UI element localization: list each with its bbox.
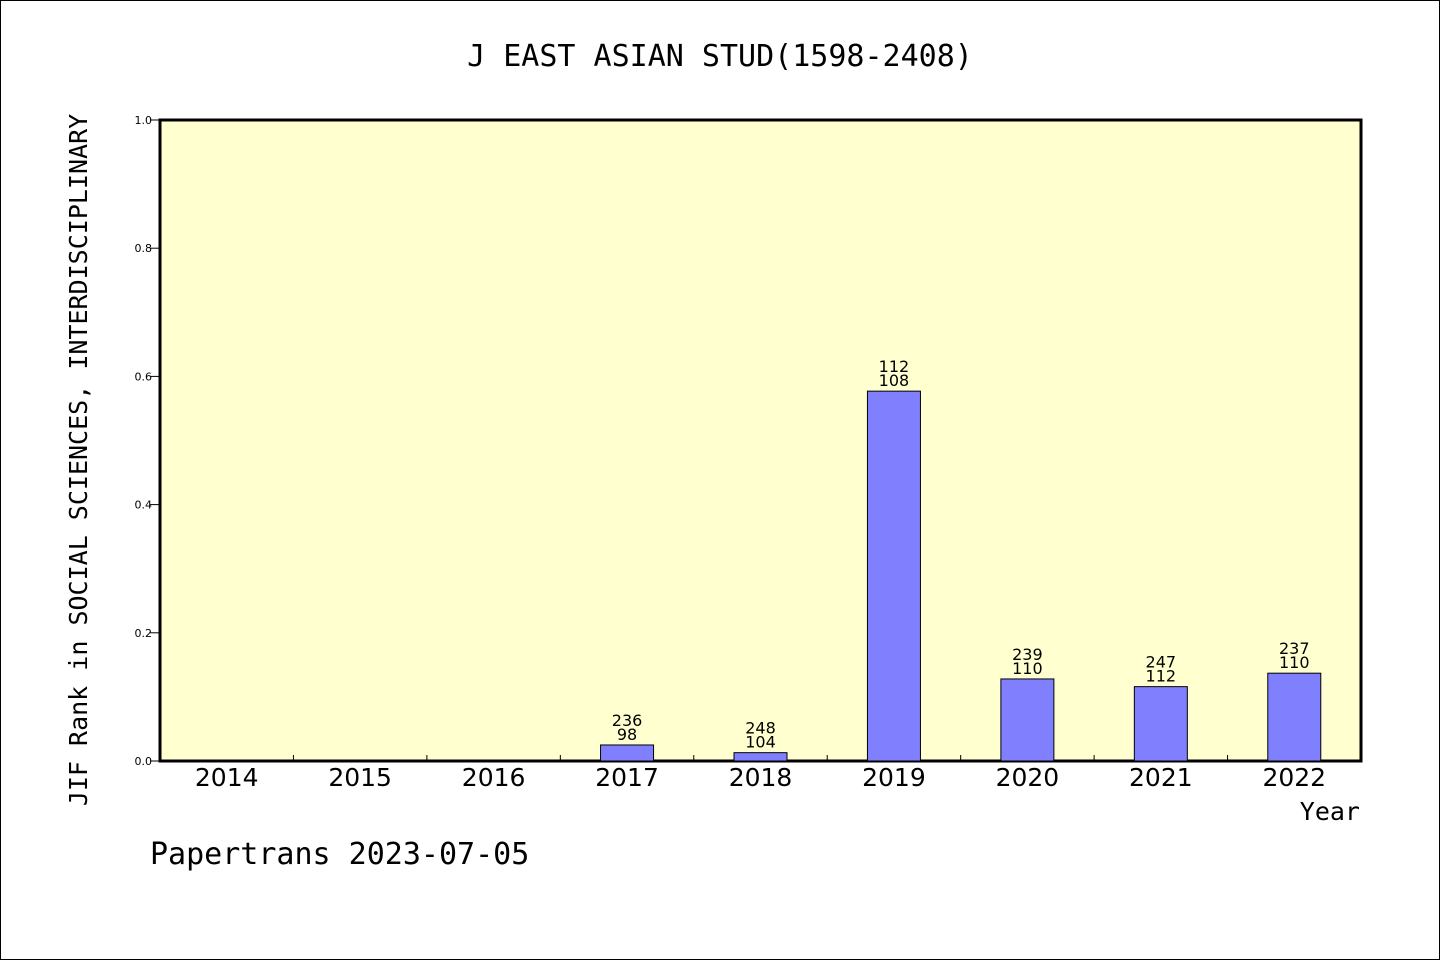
- x-tick-label: 2020: [996, 763, 1060, 792]
- y-tick-label: 0.2: [135, 627, 153, 640]
- x-tick-label: 2018: [729, 763, 793, 792]
- bar: [1133, 686, 1188, 762]
- x-axis: 2014 2015 2016 2017 2018 2019 2020 2021 2022: [195, 755, 1326, 792]
- x-tick-label: 2021: [1129, 763, 1193, 792]
- y-tick-label: 0.6: [135, 370, 153, 383]
- bar-label-rank: 112: [1146, 667, 1177, 686]
- y-tick-label: 0.8: [135, 242, 153, 255]
- bar-label-rank: 110: [1279, 653, 1310, 672]
- bar: [1000, 678, 1055, 762]
- bar-label-rank: 98: [617, 725, 637, 744]
- bar-label-rank: 110: [1012, 659, 1043, 678]
- bar: [733, 752, 788, 762]
- bar: [866, 390, 921, 762]
- y-tick-label: 0.0: [135, 755, 153, 768]
- y-tick-label: 0.4: [135, 499, 153, 512]
- bar: [600, 744, 655, 762]
- x-tick-label: 2017: [595, 763, 659, 792]
- bar-label-total: 239: [1012, 645, 1043, 664]
- bar-label-total: 247: [1146, 653, 1177, 672]
- chart-title: J EAST ASIAN STUD(1598-2408): [467, 39, 973, 74]
- bar-label-total: 236: [612, 711, 643, 730]
- x-tick-label: 2019: [862, 763, 926, 792]
- y-axis: 0.0 0.2 0.4 0.6 0.8 1.0: [135, 114, 160, 768]
- x-tick-label: 2015: [328, 763, 392, 792]
- footer-text: Papertrans 2023-07-05: [150, 837, 529, 872]
- x-tick-label: 2014: [195, 763, 259, 792]
- y-axis-label: JIF Rank in SOCIAL SCIENCES, INTERDISCIP…: [64, 114, 93, 806]
- bar-label-total: 248: [745, 719, 776, 738]
- x-tick-label: 2016: [462, 763, 526, 792]
- y-tick-label: 1.0: [135, 114, 153, 127]
- bar: [1267, 672, 1322, 762]
- bar-label-rank: 108: [879, 371, 910, 390]
- x-axis-label: Year: [1300, 797, 1360, 826]
- plot-area: [158, 118, 1363, 763]
- bar-label-total: 112: [879, 357, 910, 376]
- bar-label-total: 237: [1279, 639, 1310, 658]
- x-tick-label: 2022: [1262, 763, 1326, 792]
- bar-label-rank: 104: [745, 733, 776, 752]
